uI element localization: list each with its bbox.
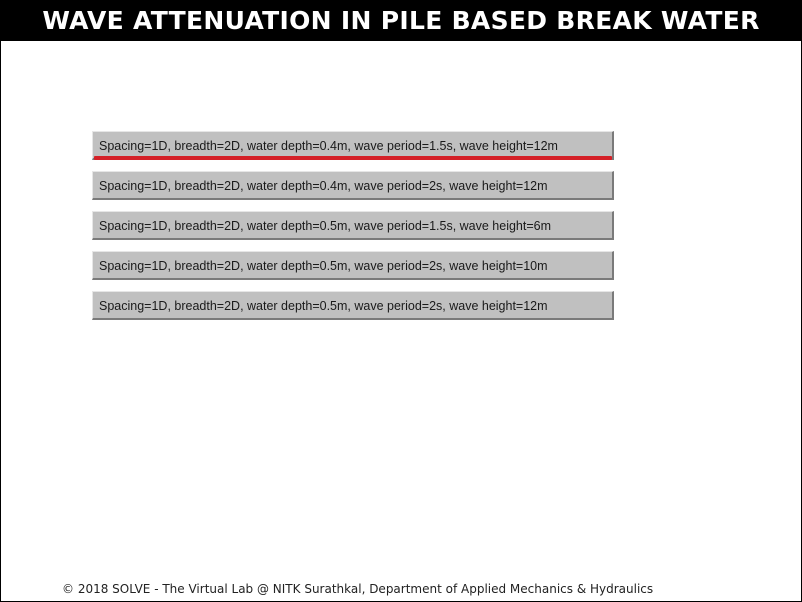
selected-indicator (94, 156, 612, 160)
option-button-1[interactable]: Spacing=1D, breadth=2D, water depth=0.4m… (92, 131, 614, 160)
option-button-5[interactable]: Spacing=1D, breadth=2D, water depth=0.5m… (92, 291, 614, 320)
option-label: Spacing=1D, breadth=2D, water depth=0.5m… (99, 259, 548, 273)
option-button-3[interactable]: Spacing=1D, breadth=2D, water depth=0.5m… (92, 211, 614, 240)
option-label: Spacing=1D, breadth=2D, water depth=0.4m… (99, 179, 548, 193)
option-label: Spacing=1D, breadth=2D, water depth=0.5m… (99, 219, 552, 233)
experiment-option-list: Spacing=1D, breadth=2D, water depth=0.4m… (92, 131, 614, 331)
option-label: Spacing=1D, breadth=2D, water depth=0.4m… (99, 139, 558, 153)
footer-copyright: © 2018 SOLVE - The Virtual Lab @ NITK Su… (62, 582, 654, 596)
page-title: WAVE ATTENUATION IN PILE BASED BREAK WAT… (42, 6, 760, 35)
option-label: Spacing=1D, breadth=2D, water depth=0.5m… (99, 299, 548, 313)
option-button-4[interactable]: Spacing=1D, breadth=2D, water depth=0.5m… (92, 251, 614, 280)
option-button-2[interactable]: Spacing=1D, breadth=2D, water depth=0.4m… (92, 171, 614, 200)
page-header: WAVE ATTENUATION IN PILE BASED BREAK WAT… (1, 1, 801, 41)
